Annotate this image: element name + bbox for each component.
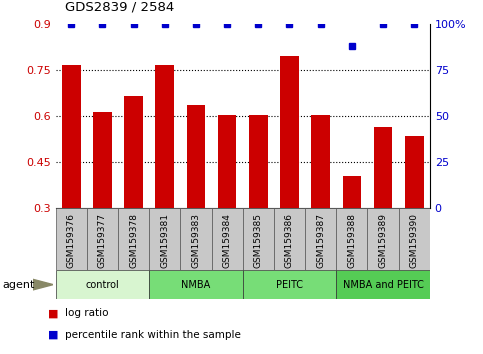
Bar (242, 270, 336, 299)
Bar (274, 208, 305, 270)
Bar (56, 208, 87, 270)
Text: control: control (85, 280, 119, 290)
Bar (149, 270, 242, 299)
Text: GSM159388: GSM159388 (347, 213, 356, 268)
Text: GSM159389: GSM159389 (379, 213, 387, 268)
Bar (118, 208, 149, 270)
Bar (336, 270, 430, 299)
Bar (374, 127, 392, 208)
Bar (87, 208, 118, 270)
Bar (218, 115, 237, 208)
Text: GSM159376: GSM159376 (67, 213, 76, 268)
Text: ■: ■ (48, 330, 59, 339)
Bar (342, 176, 361, 208)
Bar (368, 208, 398, 270)
Text: GSM159383: GSM159383 (191, 213, 200, 268)
Bar (336, 208, 368, 270)
Text: GSM159378: GSM159378 (129, 213, 138, 268)
Bar (249, 115, 268, 208)
Text: GSM159386: GSM159386 (285, 213, 294, 268)
Text: GSM159385: GSM159385 (254, 213, 263, 268)
Text: GSM159384: GSM159384 (223, 213, 232, 268)
Bar (149, 208, 180, 270)
Text: GSM159390: GSM159390 (410, 213, 419, 268)
Bar (280, 56, 299, 208)
Text: GSM159377: GSM159377 (98, 213, 107, 268)
Bar (180, 208, 212, 270)
Text: PEITC: PEITC (276, 280, 303, 290)
Bar (405, 136, 424, 208)
Bar (312, 115, 330, 208)
Text: NMBA: NMBA (181, 280, 211, 290)
Bar (124, 96, 143, 208)
Bar (398, 208, 430, 270)
Bar (56, 270, 149, 299)
Text: ■: ■ (48, 308, 59, 318)
Bar (93, 112, 112, 208)
Polygon shape (33, 279, 53, 290)
Bar (62, 65, 81, 208)
Text: percentile rank within the sample: percentile rank within the sample (65, 330, 241, 339)
Text: agent: agent (2, 280, 35, 290)
Text: GSM159387: GSM159387 (316, 213, 325, 268)
Bar (156, 65, 174, 208)
Text: log ratio: log ratio (65, 308, 109, 318)
Bar (212, 208, 242, 270)
Bar (186, 105, 205, 208)
Text: NMBA and PEITC: NMBA and PEITC (342, 280, 424, 290)
Bar (305, 208, 336, 270)
Bar (242, 208, 274, 270)
Text: GDS2839 / 2584: GDS2839 / 2584 (65, 0, 174, 13)
Text: GSM159381: GSM159381 (160, 213, 169, 268)
